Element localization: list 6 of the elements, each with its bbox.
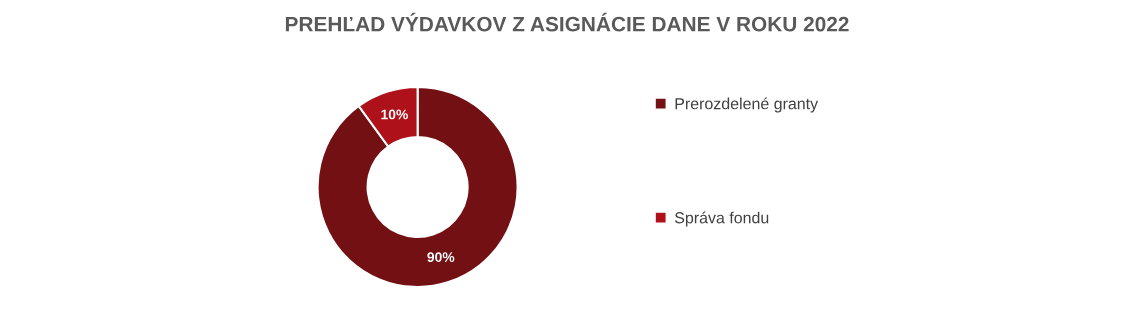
- data-label: 10%: [381, 109, 408, 120]
- donut-slice: [316, 85, 519, 288]
- legend-label: Správa fondu: [674, 211, 769, 227]
- chart-title: PREHĽAD VÝDAVKOV Z ASIGNÁCIE DANE V ROKU 2022: [285, 12, 849, 32]
- legend-label: Prerozdelené granty: [675, 97, 819, 113]
- data-label: 90%: [427, 252, 455, 263]
